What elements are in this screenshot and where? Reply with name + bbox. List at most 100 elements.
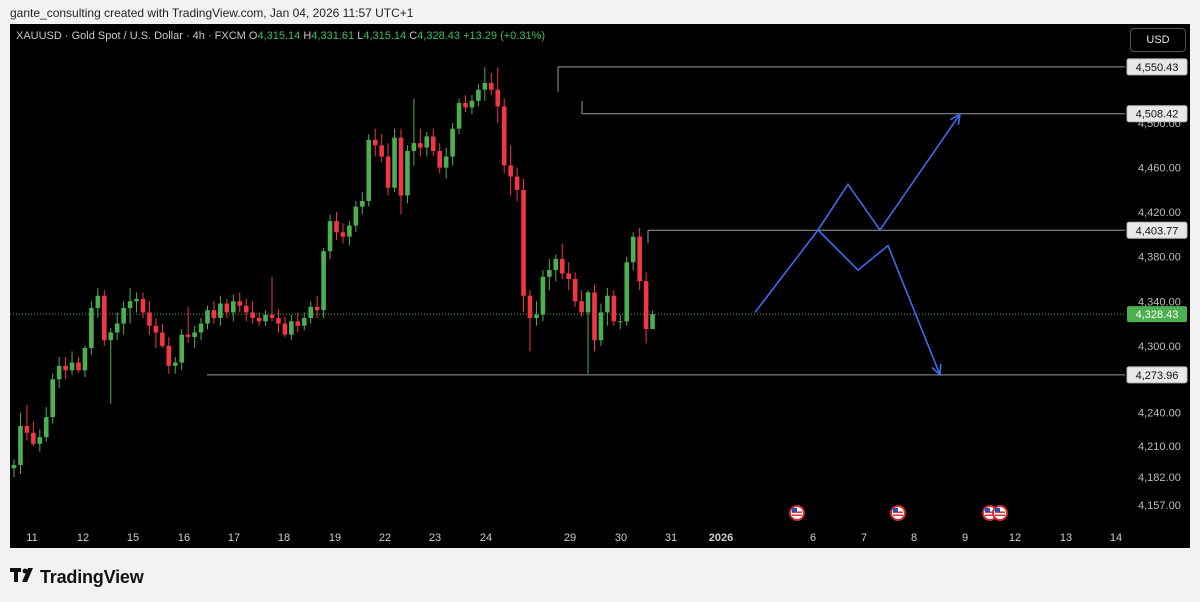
candle: [237, 292, 243, 313]
candle: [605, 287, 610, 326]
x-tick-label: 31: [665, 532, 677, 544]
y-tick-label: 4,157.00: [1138, 500, 1181, 512]
candle: [82, 345, 88, 377]
candle-body: [56, 365, 62, 380]
candle-body: [624, 262, 630, 322]
candle-body: [166, 345, 172, 366]
level-price-badge: [1126, 221, 1188, 239]
candle-body: [430, 136, 436, 151]
candle: [482, 67, 488, 101]
candle-body: [11, 464, 17, 469]
chart-caption: gante_consulting created with TradingVie…: [10, 6, 414, 20]
candle-body: [637, 236, 642, 282]
candle: [650, 310, 655, 330]
flag-stripe: [792, 514, 802, 516]
candle-body: [134, 299, 139, 302]
candle: [89, 301, 94, 355]
candles: [11, 67, 655, 478]
candle-body: [379, 145, 384, 157]
candlestick-chart[interactable]: 4,157.00 4,182.00 4,210.00 4,240.00 4,300.00…: [10, 24, 1190, 548]
candle: [321, 247, 326, 318]
candle: [140, 292, 146, 318]
candle-body: [605, 295, 610, 313]
candle-body: [501, 106, 507, 166]
candle: [476, 84, 481, 107]
flag-canton: [995, 508, 1000, 512]
candle-body: [198, 323, 204, 333]
candle: [95, 287, 101, 318]
projection-bearish-arrowhead: [931, 363, 942, 377]
candle-body: [218, 303, 223, 318]
candle-body: [114, 323, 120, 333]
currency-button[interactable]: USD: [1130, 28, 1186, 52]
candle: [243, 299, 249, 322]
candle: [495, 67, 501, 124]
candle-body: [50, 379, 55, 418]
flag-canton: [792, 508, 797, 512]
level-price-badge: [1126, 105, 1188, 123]
candle-body: [140, 299, 146, 313]
candle-body: [63, 365, 68, 371]
low-value: 4,315.14: [363, 30, 407, 42]
candle-body: [256, 317, 262, 322]
x-tick-label: 12: [77, 532, 89, 544]
x-tick-label: 2026: [709, 532, 733, 544]
candle-body: [224, 303, 230, 313]
candle-body: [102, 295, 107, 341]
candle-body: [495, 89, 501, 107]
candle: [147, 301, 152, 335]
candle-body: [327, 221, 333, 252]
candle: [437, 143, 442, 174]
candle-body: [43, 417, 49, 438]
candle: [198, 317, 204, 341]
candle: [424, 132, 430, 157]
candle: [50, 373, 55, 424]
candle: [43, 407, 49, 442]
candle: [269, 276, 275, 322]
candle: [618, 314, 623, 330]
x-tick-label: 17: [228, 532, 240, 544]
candle-body: [69, 362, 75, 371]
candle: [185, 306, 191, 343]
candle-body: [76, 362, 81, 371]
candle-body: [153, 325, 159, 333]
x-tick-label: 30: [615, 532, 627, 544]
candle: [172, 356, 178, 374]
candle-body: [108, 332, 114, 341]
candle: [301, 312, 307, 331]
candle-body: [540, 276, 546, 315]
candle: [31, 421, 36, 447]
last-price-label: 4,328.43: [1136, 309, 1179, 321]
candle: [308, 301, 313, 324]
candle: [24, 404, 30, 441]
candle: [11, 459, 17, 478]
last-price-badge: [1127, 306, 1187, 323]
candle-body: [147, 312, 152, 326]
us-flag-event-icon[interactable]: [890, 505, 906, 521]
chart-panel[interactable]: 4,157.00 4,182.00 4,210.00 4,240.00 4,300.00…: [10, 24, 1190, 548]
candle: [179, 329, 184, 371]
us-flag-event-icon[interactable]: [789, 505, 805, 521]
candle: [276, 309, 281, 333]
candle-body: [566, 273, 571, 279]
level-price-label: 4,550.43: [1136, 62, 1179, 74]
candle: [314, 295, 320, 318]
flag-stripe: [995, 511, 1005, 513]
tradingview-logo-icon: [10, 567, 36, 588]
candle: [521, 178, 526, 313]
candle: [347, 221, 352, 246]
x-tick-label: 22: [379, 532, 391, 544]
x-tick-label: 19: [329, 532, 341, 544]
x-tick-label: 9: [962, 532, 968, 544]
candle: [572, 272, 578, 307]
candle-body: [534, 314, 539, 318]
candle-body: [211, 310, 217, 318]
candle: [514, 167, 520, 202]
candle: [282, 316, 288, 337]
x-tick-label: 16: [178, 532, 190, 544]
us-flag-event-icon[interactable]: [992, 505, 1008, 521]
candle: [56, 356, 62, 389]
candle-body: [521, 189, 526, 296]
candle-body: [411, 143, 417, 151]
tradingview-logo-text: TradingView: [40, 566, 144, 587]
